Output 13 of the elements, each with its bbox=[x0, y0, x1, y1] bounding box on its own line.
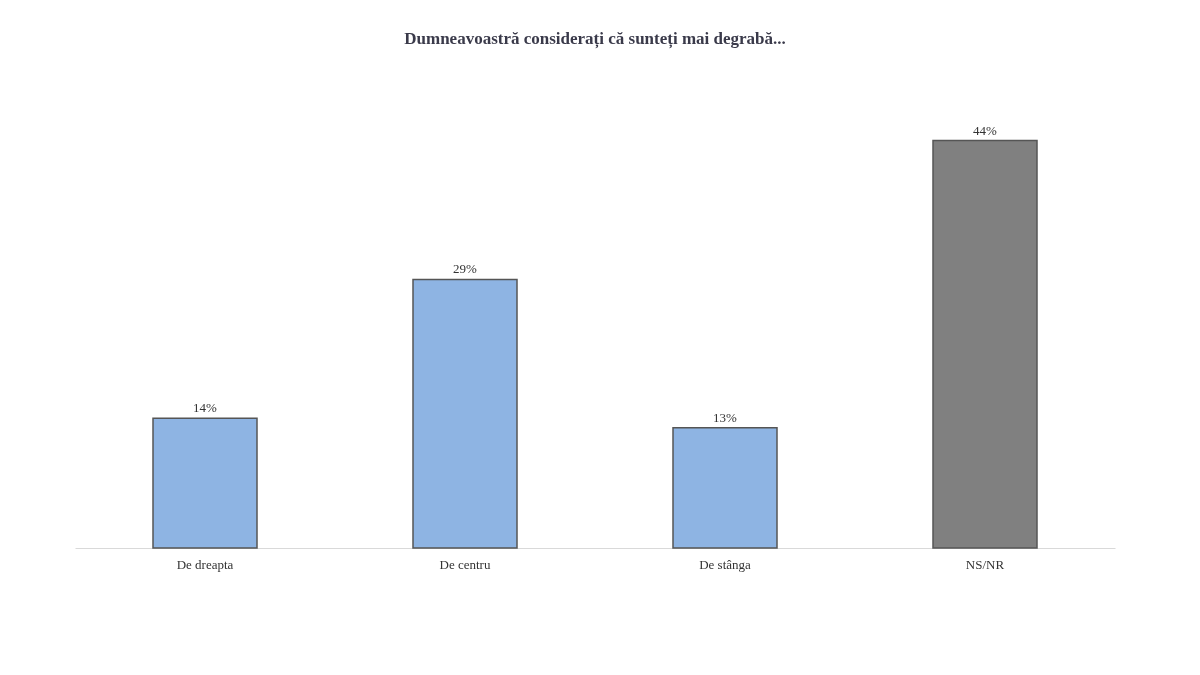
data-label: 14% bbox=[193, 400, 218, 416]
data-label: 13% bbox=[713, 409, 738, 425]
x-tick-label: De centru bbox=[439, 556, 491, 572]
x-tick-label: NS/NR bbox=[965, 556, 1005, 572]
chart-title: Dumneavoastră considerați că sunteți mai degrabă... bbox=[404, 29, 786, 49]
bar bbox=[672, 426, 778, 549]
x-tick-label: De dreapta bbox=[176, 556, 234, 572]
data-label: 29% bbox=[453, 261, 478, 277]
bar bbox=[412, 278, 518, 549]
data-label: 44% bbox=[973, 122, 998, 138]
bar bbox=[932, 139, 1038, 549]
x-tick-label: De stânga bbox=[699, 556, 752, 572]
bar bbox=[152, 417, 258, 549]
